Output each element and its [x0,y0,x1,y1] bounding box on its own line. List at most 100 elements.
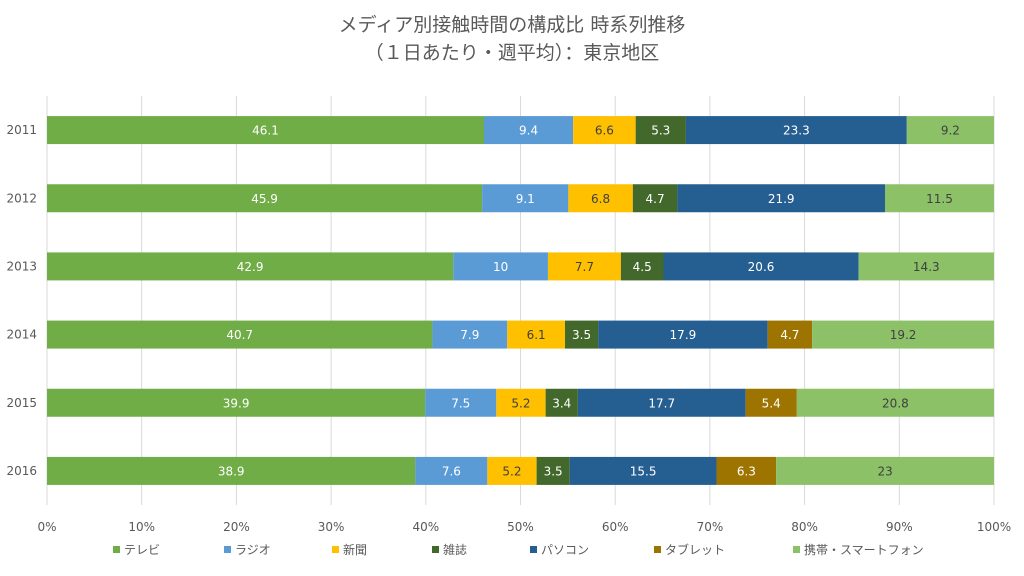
data-label: 15.5 [630,464,657,478]
data-label: 46.1 [252,124,279,138]
y-category-label: 2014 [6,328,37,342]
x-tick-label: 70% [697,520,724,534]
legend-marker [432,546,439,553]
data-label: 7.6 [442,464,461,478]
bar-segment [565,320,599,349]
data-label: 17.7 [648,396,675,410]
x-tick-label: 40% [412,520,439,534]
legend-label: 雑誌 [443,542,467,557]
bar-segment [47,320,433,349]
legend-marker [113,546,120,553]
data-label: 23.3 [783,124,810,138]
data-label: 6.3 [737,464,756,478]
data-label: 7.9 [460,328,479,342]
legend-label: ラジオ [235,543,271,557]
data-label: 5.3 [651,124,670,138]
data-label: 5.2 [502,464,521,478]
data-label: 45.9 [251,192,278,206]
legend-marker [530,546,537,553]
bar-segment [716,456,777,485]
data-label: 3.5 [544,464,563,478]
bar-segment [496,388,546,417]
legend-label: 携帯・スマートフォン [804,542,924,557]
bar-segment [453,252,548,281]
bar-segment [47,184,483,213]
data-label: 19.2 [890,328,917,342]
bar-segment [415,456,488,485]
bar-segment [620,252,664,281]
bar-segment [507,320,566,349]
data-label: 6.8 [591,192,610,206]
data-label: 7.5 [451,396,470,410]
data-label: 9.1 [516,192,535,206]
bar-segment [598,320,768,349]
bar-segment [47,116,485,145]
legend-label: テレビ [124,543,160,557]
x-tick-label: 20% [223,520,250,534]
x-tick-label: 100% [977,520,1011,534]
legend-label: パソコン [541,543,589,557]
data-label: 9.2 [941,124,960,138]
legend-marker [654,546,661,553]
bar-segment [577,388,746,417]
x-tick-label: 50% [507,520,534,534]
chart-title-line-1: メディア別接触時間の構成比 時系列推移 [338,14,686,36]
bar-segment [632,184,678,213]
x-tick-label: 10% [128,520,155,534]
bar-segment [482,184,569,213]
data-label: 4.7 [780,328,799,342]
x-tick-label: 0% [37,520,56,534]
bar-segment [635,116,686,145]
legend-label: 新聞 [343,542,367,557]
bar-segment [573,116,636,145]
x-tick-label: 80% [791,520,818,534]
data-label: 21.9 [768,192,795,206]
bar-segment [767,320,813,349]
x-tick-label: 60% [602,520,629,534]
bar-segment [545,388,578,417]
y-category-label: 2011 [6,123,37,137]
bar-segment [796,388,994,417]
bar-segment [47,388,426,417]
data-label: 23 [877,464,892,478]
bar-segment [425,388,497,417]
data-label: 20.6 [748,260,775,274]
bar-segment [568,184,633,213]
bar-segment [906,116,994,145]
data-label: 3.5 [572,328,591,342]
bar-segment [677,184,885,213]
bar-segment [569,456,717,485]
data-label: 9.4 [519,124,538,138]
bar-segment [432,320,508,349]
x-tick-label: 30% [318,520,345,534]
bar-segment [685,116,907,145]
legend-marker [224,546,231,553]
legend-marker [332,546,339,553]
chart-title-line-2: （１日あたり・週平均）：東京地区 [364,42,660,64]
data-label: 40.7 [226,328,253,342]
data-label: 39.9 [223,396,250,410]
data-label: 3.4 [552,396,571,410]
bar-segment [536,456,570,485]
data-label: 4.5 [633,260,652,274]
bar-segment [47,252,454,281]
bar-segment [812,320,994,349]
bar-segment [745,388,797,417]
data-label: 14.3 [913,260,940,274]
bar-segment [487,456,537,485]
data-label: 10 [493,260,508,274]
bar-segment [484,116,574,145]
y-category-label: 2012 [6,191,37,205]
bar-segment [776,456,994,485]
y-category-label: 2016 [6,464,37,478]
bar-segment [663,252,859,281]
data-label: 20.8 [882,396,909,410]
data-label: 6.1 [527,328,546,342]
data-label: 5.2 [511,396,530,410]
data-label: 6.6 [595,124,614,138]
y-category-label: 2013 [6,259,37,273]
data-label: 42.9 [237,260,264,274]
data-label: 4.7 [646,192,665,206]
bar-segment [858,252,994,281]
